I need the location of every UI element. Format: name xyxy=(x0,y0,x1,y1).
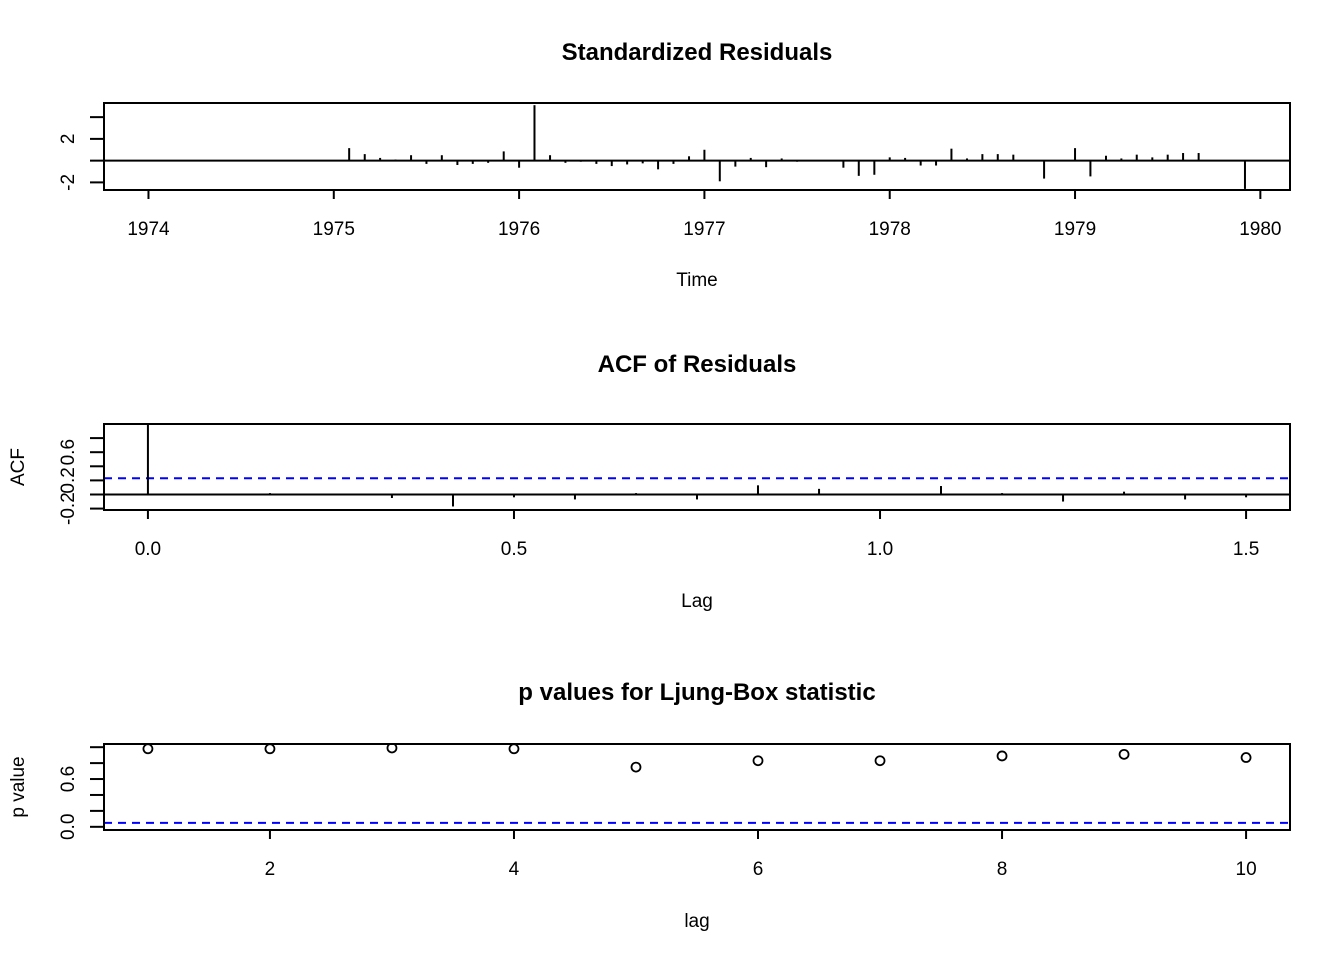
standardized-residuals-x-tick-label: 1980 xyxy=(1239,219,1281,240)
ljung-box-x-tick-label: 4 xyxy=(509,859,520,880)
standardized-residuals-x-tick-label: 1978 xyxy=(869,219,911,240)
ljung-box-panel: p values for Ljung-Box statistic lag p v… xyxy=(8,679,1291,932)
acf-residuals-x-tick-label: 1.0 xyxy=(867,539,893,560)
ljung-box-y-tick-label: 0.6 xyxy=(58,766,79,792)
acf-residuals-panel: ACF of Residuals Lag ACF 0.0 0.5 1.0 1.5 -0.… xyxy=(8,351,1291,612)
acf-residuals-y-tick-label: 0.6 xyxy=(58,439,79,465)
acf-residuals-ylabel: ACF xyxy=(8,448,29,486)
ljung-box-xlabel: lag xyxy=(684,911,709,932)
standardized-residuals-x-tick-label: 1977 xyxy=(683,219,725,240)
ljung-box-point xyxy=(1118,748,1130,760)
ljung-box-point xyxy=(630,761,642,773)
ljung-box-x-tick-label: 8 xyxy=(997,859,1008,880)
acf-residuals-xlabel: Lag xyxy=(681,591,713,612)
acf-residuals-y-tick-label: 0.2 xyxy=(58,467,79,493)
ljung-box-x-tick-label: 10 xyxy=(1236,859,1257,880)
ljung-box-ylabel: p value xyxy=(8,756,29,817)
standardized-residuals-x-tick-label: 1979 xyxy=(1054,219,1096,240)
ljung-box-point xyxy=(996,750,1008,762)
acf-residuals-title: ACF of Residuals xyxy=(598,351,797,378)
acf-residuals-plot-area xyxy=(104,424,1290,510)
ljung-box-point xyxy=(752,755,764,767)
ljung-box-point xyxy=(386,744,398,754)
acf-residuals-x-tick-label: 1.5 xyxy=(1233,539,1259,560)
ljung-box-point xyxy=(874,755,886,767)
standardized-residuals-title: Standardized Residuals xyxy=(562,39,833,66)
standardized-residuals-y-tick-label: -2 xyxy=(58,174,79,191)
standardized-residuals-x-tick-label: 1976 xyxy=(498,219,540,240)
acf-residuals-x-tick-label: 0.0 xyxy=(135,539,161,560)
ljung-box-x-tick-label: 6 xyxy=(753,859,764,880)
standardized-residuals-x-tick-label: 1975 xyxy=(313,219,355,240)
ljung-box-y-tick-label: 0.0 xyxy=(58,814,79,840)
ljung-box-point xyxy=(1240,752,1252,763)
acf-residuals-x-tick-label: 0.5 xyxy=(501,539,527,560)
ljung-box-x-tick-label: 2 xyxy=(265,859,276,880)
ljung-box-title: p values for Ljung-Box statistic xyxy=(518,679,875,706)
standardized-residuals-panel: Standardized Residuals Time 1974 1975 1976… xyxy=(58,39,1291,291)
standardized-residuals-xlabel: Time xyxy=(676,270,718,291)
standardized-residuals-y-tick-label: 2 xyxy=(58,134,79,145)
standardized-residuals-x-tick-label: 1974 xyxy=(127,219,170,240)
acf-residuals-y-tick-label: -0.2 xyxy=(58,492,79,525)
standardized-residuals-plot-area xyxy=(104,105,1290,189)
